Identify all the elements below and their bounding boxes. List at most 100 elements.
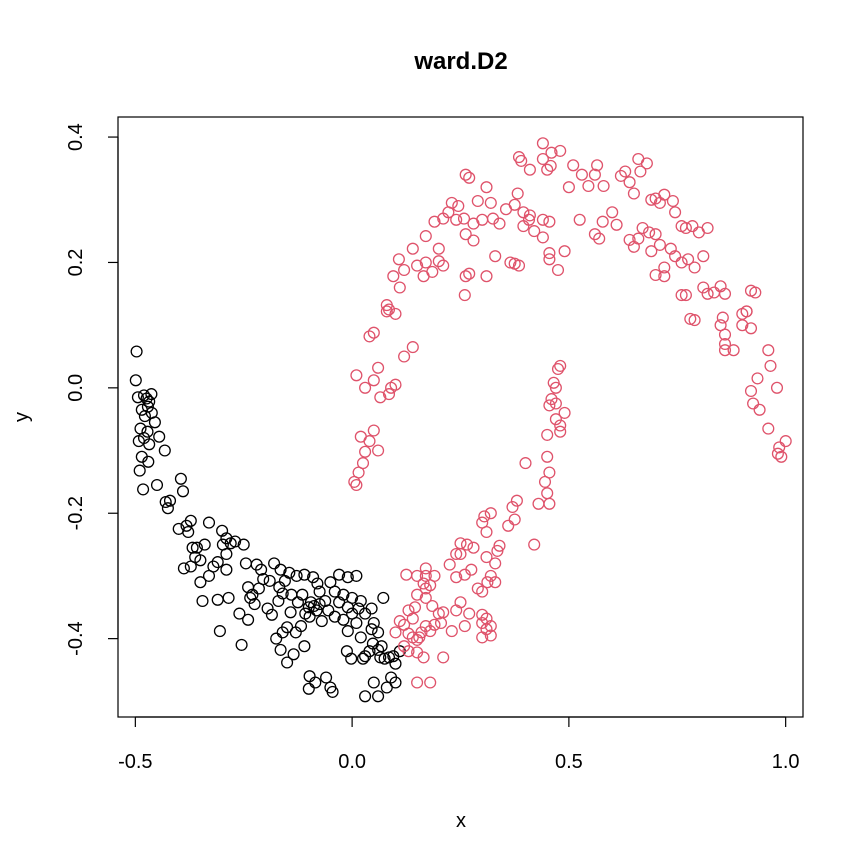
data-point bbox=[382, 388, 396, 401]
data-point bbox=[554, 144, 567, 157]
data-point bbox=[480, 525, 493, 539]
data-point bbox=[491, 544, 504, 557]
data-point bbox=[428, 215, 441, 228]
data-point bbox=[320, 671, 333, 684]
data-point bbox=[554, 419, 567, 432]
data-point bbox=[385, 671, 398, 684]
data-point bbox=[686, 220, 699, 233]
data-point bbox=[303, 610, 316, 623]
data-point bbox=[432, 242, 445, 255]
data-point bbox=[508, 513, 521, 526]
data-point bbox=[511, 187, 524, 200]
data-point bbox=[541, 428, 554, 441]
data-point bbox=[419, 562, 432, 575]
data-point bbox=[523, 209, 536, 222]
data-point bbox=[265, 608, 278, 621]
data-point bbox=[419, 620, 432, 633]
data-point bbox=[356, 652, 370, 665]
data-point bbox=[467, 234, 480, 247]
data-point bbox=[716, 311, 729, 324]
data-point bbox=[458, 289, 471, 302]
data-point bbox=[356, 457, 370, 470]
data-point bbox=[541, 450, 554, 463]
data-point bbox=[367, 326, 380, 339]
data-point bbox=[459, 228, 472, 241]
data-point bbox=[424, 676, 437, 689]
data-point bbox=[202, 569, 216, 582]
data-point bbox=[454, 596, 467, 609]
data-point bbox=[658, 188, 671, 201]
data-point bbox=[512, 259, 526, 272]
data-point bbox=[597, 179, 610, 193]
data-point bbox=[457, 212, 471, 225]
data-point bbox=[426, 599, 439, 613]
data-point bbox=[480, 270, 493, 283]
data-point bbox=[506, 500, 519, 514]
points-layer bbox=[129, 137, 792, 703]
data-point bbox=[337, 613, 350, 626]
data-point bbox=[406, 341, 419, 354]
data-point bbox=[543, 497, 556, 510]
data-point bbox=[522, 213, 536, 226]
data-point bbox=[350, 616, 363, 630]
data-point bbox=[424, 579, 437, 592]
data-point bbox=[688, 261, 701, 274]
data-point bbox=[372, 361, 385, 374]
data-point bbox=[158, 444, 171, 457]
data-point bbox=[744, 384, 758, 398]
data-point bbox=[354, 631, 367, 644]
data-point bbox=[363, 330, 376, 343]
data-point bbox=[419, 256, 432, 269]
data-point bbox=[669, 250, 682, 263]
data-point bbox=[588, 228, 601, 241]
data-point bbox=[640, 157, 653, 170]
data-point bbox=[239, 557, 252, 570]
x-axis-label: x bbox=[456, 810, 466, 832]
data-point bbox=[302, 682, 315, 695]
data-point bbox=[593, 232, 606, 245]
data-point bbox=[274, 643, 287, 656]
data-point bbox=[450, 571, 463, 584]
data-point bbox=[481, 576, 494, 589]
data-point bbox=[528, 225, 541, 238]
data-point bbox=[222, 591, 235, 604]
data-point bbox=[517, 220, 530, 233]
data-point bbox=[150, 478, 164, 492]
data-point bbox=[536, 231, 549, 244]
data-point bbox=[313, 598, 326, 611]
data-point bbox=[718, 287, 732, 300]
data-point bbox=[718, 337, 732, 351]
data-point bbox=[708, 286, 721, 299]
y-tick-label: 0.0 bbox=[65, 374, 87, 402]
data-point bbox=[454, 547, 467, 561]
data-point bbox=[508, 198, 521, 211]
data-point bbox=[517, 206, 530, 219]
data-point bbox=[298, 568, 311, 581]
data-point bbox=[372, 444, 385, 457]
data-point bbox=[541, 487, 554, 500]
data-point bbox=[623, 176, 636, 189]
data-point bbox=[374, 391, 387, 404]
data-point bbox=[141, 425, 154, 438]
data-point bbox=[519, 457, 532, 470]
data-point bbox=[445, 625, 458, 638]
data-point bbox=[543, 253, 556, 266]
y-tick-label: -0.4 bbox=[65, 621, 87, 655]
data-point bbox=[294, 620, 308, 633]
data-point bbox=[340, 645, 353, 658]
data-point bbox=[274, 563, 287, 576]
data-point bbox=[380, 681, 393, 694]
data-point bbox=[688, 314, 701, 327]
data-point bbox=[450, 604, 463, 617]
data-point bbox=[176, 485, 190, 498]
data-point bbox=[459, 270, 472, 283]
y-tick-label: 0.4 bbox=[65, 123, 87, 151]
data-point bbox=[450, 547, 463, 561]
data-point bbox=[467, 541, 480, 554]
data-point bbox=[359, 445, 372, 458]
data-point bbox=[174, 472, 187, 485]
data-point bbox=[346, 591, 359, 604]
data-point bbox=[233, 607, 246, 620]
data-point bbox=[675, 289, 688, 302]
data-point bbox=[554, 425, 567, 438]
